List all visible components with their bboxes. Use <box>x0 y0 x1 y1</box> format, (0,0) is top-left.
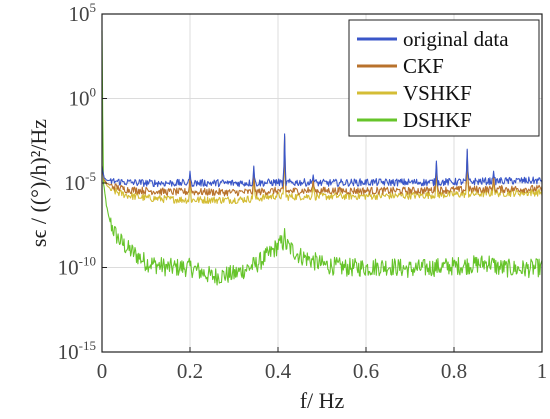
series-line <box>101 30 543 286</box>
y-tick-label: 10-10 <box>58 254 96 280</box>
series-line <box>101 135 543 197</box>
legend-label: original data <box>403 27 509 51</box>
x-tick-label: 0.6 <box>353 359 379 383</box>
x-axis-label: f/ Hz <box>300 388 345 413</box>
y-tick-label: 10-15 <box>58 338 96 364</box>
x-tick-label: 0.4 <box>265 359 292 383</box>
axis-ticks: 0 0.2 0.4 0.6 0.8 1 105 100 10-5 10-10 10-15 <box>58 0 548 383</box>
series-line <box>101 133 543 188</box>
legend-label: CKF <box>403 54 444 78</box>
plot-lines <box>101 30 543 286</box>
y-axis-label-group: sϵ / ((°)/h)²/Hz <box>26 119 51 247</box>
x-tick-label: 1 <box>537 359 548 383</box>
x-tick-label: 0.2 <box>177 359 203 383</box>
y-tick-label: 10-5 <box>64 169 96 195</box>
x-tick-label: 0.8 <box>441 359 467 383</box>
y-tick-label: 100 <box>69 85 97 111</box>
series-line <box>101 136 543 205</box>
legend-label: VSHKF <box>403 81 472 105</box>
y-axis-label: sϵ / ((°)/h)²/Hz <box>26 119 51 247</box>
legend-label: DSHKF <box>403 108 472 132</box>
y-tick-label: 105 <box>69 0 97 26</box>
x-tick-label: 0 <box>97 359 108 383</box>
legend: original data CKF VSHKF DSHKF <box>348 19 540 137</box>
